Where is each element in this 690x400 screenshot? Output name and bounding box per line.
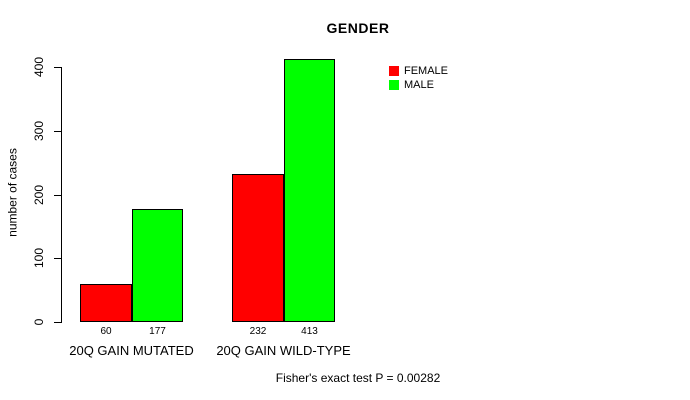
y-tick-mark [54, 322, 61, 323]
y-tick-label: 200 [32, 184, 46, 206]
bar-female-group1 [80, 284, 132, 322]
y-tick-mark [54, 195, 61, 196]
legend: FEMALE MALE [389, 64, 448, 92]
bar-value-label: 60 [100, 326, 112, 337]
legend-item-female: FEMALE [389, 64, 448, 78]
chart-title: GENDER [326, 20, 390, 36]
bar-male-group1 [132, 209, 183, 322]
legend-label-male: MALE [404, 79, 434, 91]
y-tick-mark [54, 131, 61, 132]
bar-value-label: 232 [249, 326, 267, 337]
y-tick-mark [54, 67, 61, 68]
y-tick-label: 100 [32, 247, 46, 269]
female-color-swatch [389, 66, 399, 76]
y-tick-label: 300 [32, 120, 46, 142]
y-axis-line [61, 67, 62, 323]
y-tick-label: 400 [32, 56, 46, 78]
category-label: 20Q GAIN WILD-TYPE [216, 343, 351, 358]
bar-female-group2 [232, 174, 284, 322]
bar-value-label: 413 [301, 326, 318, 337]
category-label: 20Q GAIN MUTATED [69, 343, 194, 358]
y-axis-label: number of cases [5, 148, 20, 237]
annotation-text: Fisher's exact test P = 0.00282 [275, 371, 441, 385]
y-tick-mark [54, 258, 61, 259]
y-tick-label: 0 [32, 318, 46, 326]
male-color-swatch [389, 80, 399, 90]
bar-value-label: 177 [149, 326, 166, 337]
legend-label-female: FEMALE [404, 65, 449, 77]
legend-item-male: MALE [389, 78, 448, 92]
bar-male-group2 [284, 59, 335, 322]
